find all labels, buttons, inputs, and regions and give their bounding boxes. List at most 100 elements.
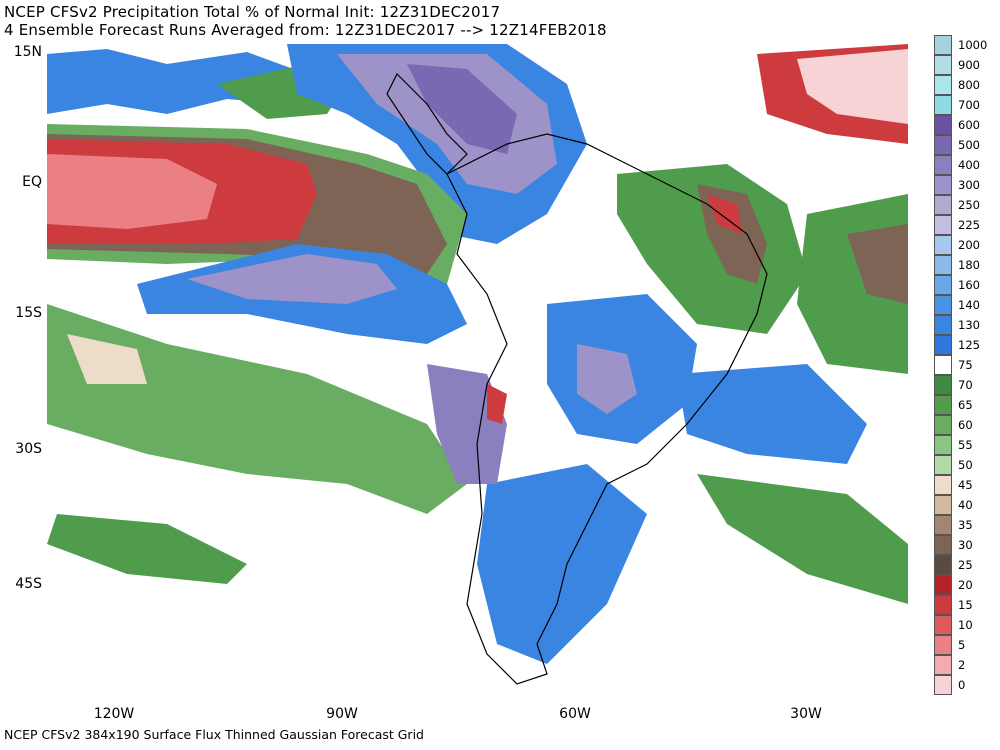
- legend-swatch: [934, 475, 952, 495]
- legend-item: 140: [934, 295, 992, 316]
- legend-label: 140: [958, 298, 980, 312]
- legend-swatch: [934, 375, 952, 395]
- legend-item: 1000: [934, 35, 992, 56]
- legend-swatch: [934, 635, 952, 655]
- legend-item: 25: [934, 555, 992, 576]
- legend-label: 60: [958, 418, 973, 432]
- legend-item: 30: [934, 535, 992, 556]
- lat-label-15s: 15S: [15, 305, 42, 321]
- legend-item: 65: [934, 395, 992, 416]
- legend-swatch: [934, 675, 952, 695]
- legend-item: 225: [934, 215, 992, 236]
- lat-label-15n: 15N: [13, 44, 42, 60]
- legend-item: 600: [934, 115, 992, 136]
- legend-label: 25: [958, 558, 973, 572]
- legend-label: 400: [958, 158, 980, 172]
- coastline-south-america: [446, 133, 768, 685]
- contour-blue-s-atlantic: [677, 364, 867, 464]
- legend-label: 700: [958, 98, 980, 112]
- legend-swatch: [934, 535, 952, 555]
- legend-swatch: [934, 295, 952, 315]
- legend-label: 200: [958, 238, 980, 252]
- legend-item: 180: [934, 255, 992, 276]
- legend-item: 50: [934, 455, 992, 476]
- legend-item: 130: [934, 315, 992, 336]
- lon-label-30w: 30W: [790, 706, 822, 722]
- contour-brown-s-atlantic: [847, 224, 908, 304]
- chart-title: NCEP CFSv2 Precipitation Total % of Norm…: [4, 3, 501, 21]
- precipitation-map: [47, 44, 908, 703]
- legend-swatch: [934, 175, 952, 195]
- legend-label: 160: [958, 278, 980, 292]
- contour-red-chile: [487, 384, 507, 424]
- legend-label: 10: [958, 618, 973, 632]
- legend-label: 0: [958, 678, 966, 692]
- legend-swatch: [934, 495, 952, 515]
- legend-label: 40: [958, 498, 973, 512]
- legend-label: 15: [958, 598, 973, 612]
- legend-label: 45: [958, 478, 973, 492]
- contour-green-ne-brazil: [617, 164, 807, 334]
- legend-swatch: [934, 255, 952, 275]
- lon-label-90w: 90W: [326, 706, 358, 722]
- contour-beige-s-pacific: [67, 334, 147, 384]
- legend-swatch: [934, 555, 952, 575]
- legend-item: 125: [934, 335, 992, 356]
- legend-item: 500: [934, 135, 992, 156]
- legend-label: 130: [958, 318, 980, 332]
- legend-label: 500: [958, 138, 980, 152]
- legend-item: 15: [934, 595, 992, 616]
- legend-swatch: [934, 615, 952, 635]
- legend-item: 300: [934, 175, 992, 196]
- contour-purple-paraguay: [577, 344, 637, 414]
- legend-label: 2: [958, 658, 966, 672]
- legend-swatch: [934, 315, 952, 335]
- legend-swatch: [934, 335, 952, 355]
- legend-swatch: [934, 435, 952, 455]
- lon-label-60w: 60W: [559, 706, 591, 722]
- legend-swatch: [934, 275, 952, 295]
- legend-item: 20: [934, 575, 992, 596]
- legend-item: 70: [934, 375, 992, 396]
- legend-item: 900: [934, 55, 992, 76]
- legend-item: 10: [934, 615, 992, 636]
- legend-swatch: [934, 95, 952, 115]
- legend-label: 125: [958, 338, 980, 352]
- legend-swatch: [934, 515, 952, 535]
- legend-label: 1000: [958, 38, 988, 52]
- legend-label: 600: [958, 118, 980, 132]
- contour-green-s-atlantic-south: [697, 474, 908, 604]
- legend-label: 65: [958, 398, 973, 412]
- legend-swatch: [934, 75, 952, 95]
- legend-label: 20: [958, 578, 973, 592]
- lon-label-120w: 120W: [93, 706, 135, 722]
- legend-item: 400: [934, 155, 992, 176]
- legend-swatch: [934, 395, 952, 415]
- legend-item: 45: [934, 475, 992, 496]
- legend-item: 200: [934, 235, 992, 256]
- legend-item: 75: [934, 355, 992, 376]
- legend-item: 35: [934, 515, 992, 536]
- contour-green-sw-pacific: [47, 514, 247, 584]
- legend-label: 225: [958, 218, 980, 232]
- contour-green-s-pacific: [47, 304, 467, 514]
- legend-label: 800: [958, 78, 980, 92]
- legend-label: 55: [958, 438, 973, 452]
- legend-item: 800: [934, 75, 992, 96]
- legend-swatch: [934, 195, 952, 215]
- legend-swatch: [934, 135, 952, 155]
- legend-swatch: [934, 655, 952, 675]
- legend-swatch: [934, 415, 952, 435]
- legend-swatch: [934, 235, 952, 255]
- lat-label-45s: 45S: [15, 576, 42, 592]
- contour-purple-se-pacific: [187, 254, 397, 304]
- lat-label-eq: EQ: [22, 174, 42, 190]
- legend-item: 2: [934, 655, 992, 676]
- legend-item: 250: [934, 195, 992, 216]
- contour-blue-s-america: [477, 464, 647, 664]
- legend-label: 50: [958, 458, 973, 472]
- legend-swatch: [934, 595, 952, 615]
- legend-swatch: [934, 455, 952, 475]
- legend-swatch: [934, 55, 952, 75]
- legend-label: 70: [958, 378, 973, 392]
